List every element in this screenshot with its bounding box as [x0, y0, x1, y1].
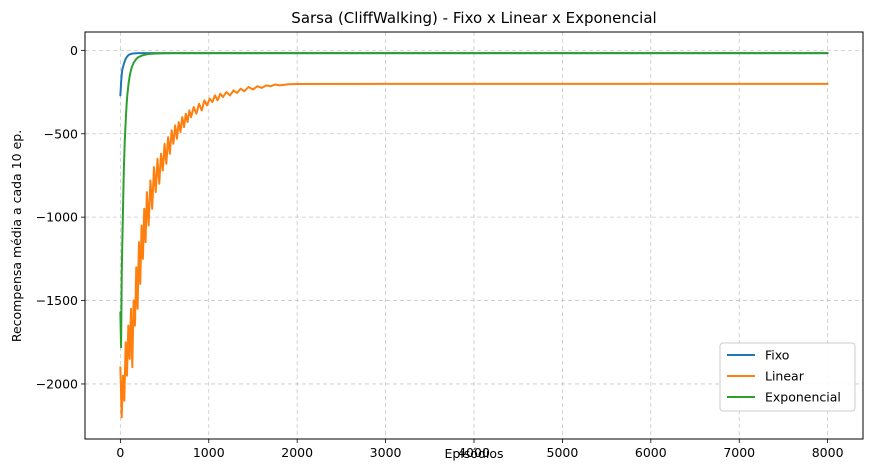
- grid: [85, 32, 863, 439]
- x-tick-label: 4000: [458, 445, 490, 460]
- legend: Fixo Linear Exponencial: [719, 342, 856, 412]
- y-tick-label: −1500: [36, 293, 78, 308]
- series-line-1: [119, 82, 829, 419]
- legend-label-0: Fixo: [765, 348, 789, 363]
- x-axis-label: Episódios: [444, 446, 503, 461]
- x-tick-label: 8000: [812, 445, 844, 460]
- x-tick-label: 7000: [723, 445, 755, 460]
- legend-label-1: Linear: [765, 369, 805, 384]
- y-tick-label: −1000: [36, 210, 78, 225]
- y-tick-label: −2000: [36, 376, 78, 391]
- x-axis: 0 1000 2000 3000 4000 5000 6000 7000 8000: [116, 439, 844, 460]
- legend-label-2: Exponencial: [765, 390, 841, 405]
- x-tick-label: 6000: [635, 445, 667, 460]
- legend-box: [719, 342, 856, 412]
- x-tick-label: 2000: [281, 445, 313, 460]
- series-line-2: [119, 52, 829, 349]
- x-tick-label: 1000: [193, 445, 225, 460]
- y-axis: 0 −500 −1000 −1500 −2000: [36, 43, 85, 391]
- y-axis-label: Recompensa média a cada 10 ep.: [9, 130, 24, 342]
- y-tick-label: 0: [70, 43, 78, 58]
- series-layer: [119, 52, 829, 419]
- chart-title: Sarsa (CliffWalking) - Fixo x Linear x E…: [291, 9, 656, 27]
- y-tick-label: −500: [44, 126, 78, 141]
- x-tick-label: 5000: [547, 445, 579, 460]
- x-tick-label: 0: [116, 445, 124, 460]
- x-tick-label: 3000: [370, 445, 402, 460]
